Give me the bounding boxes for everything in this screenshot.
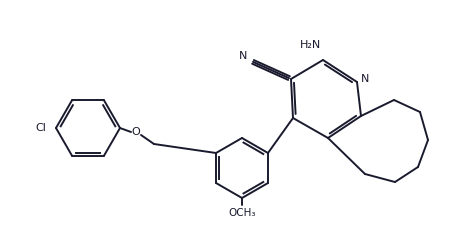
Text: O: O <box>132 127 140 137</box>
Text: H₂N: H₂N <box>300 40 321 50</box>
Text: N: N <box>239 51 247 61</box>
Text: Cl: Cl <box>35 123 46 133</box>
Text: OCH₃: OCH₃ <box>228 208 256 218</box>
Text: N: N <box>361 74 369 84</box>
